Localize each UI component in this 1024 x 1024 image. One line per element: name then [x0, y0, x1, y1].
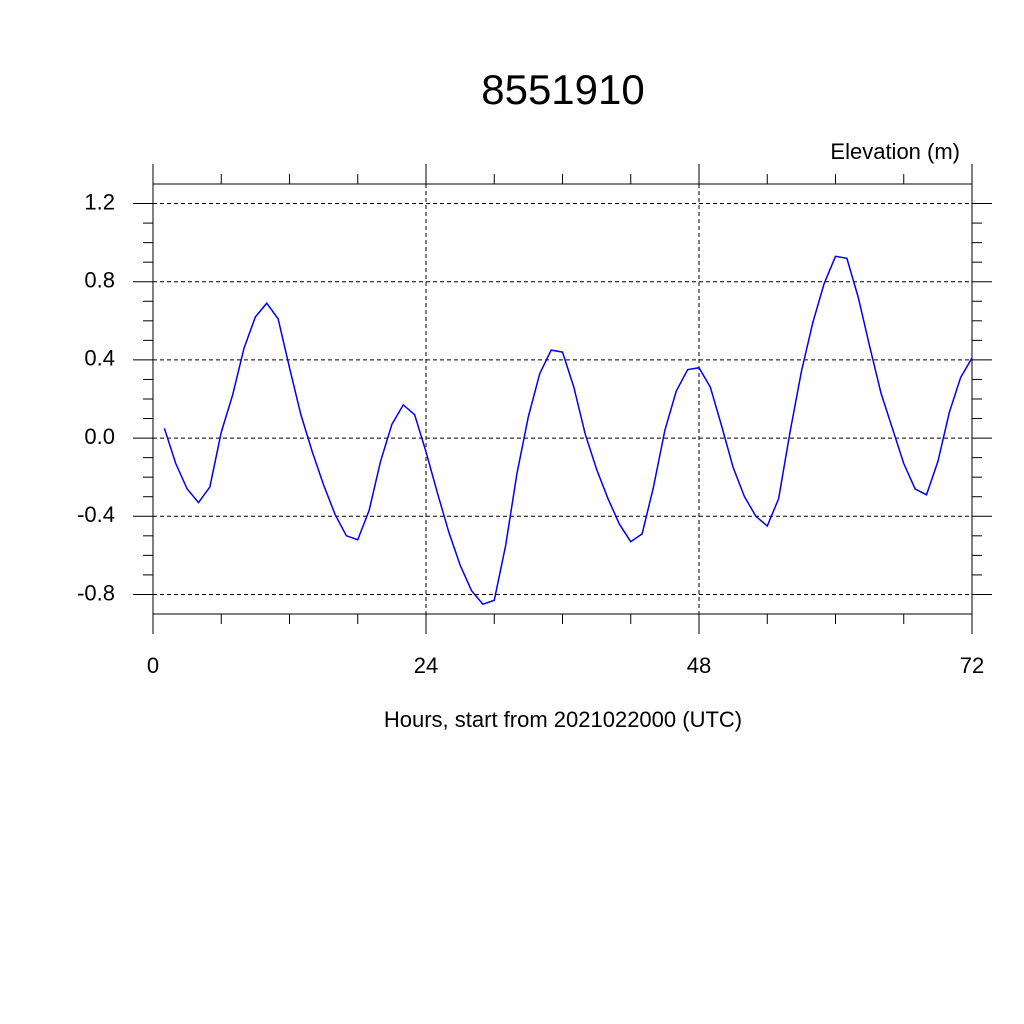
y-axis-label: Elevation (m)	[830, 139, 960, 164]
x-tick-label: 72	[960, 653, 984, 678]
y-tick-label: -0.8	[77, 580, 115, 605]
y-tick-label: 0.8	[84, 268, 115, 293]
y-tick-label: 0.4	[84, 346, 115, 371]
data-line	[163, 255, 973, 606]
x-tick-label: 48	[687, 653, 711, 678]
y-tick-label: 1.2	[84, 189, 115, 214]
chart-title: 8551910	[481, 66, 645, 113]
y-tick-label: 0.0	[84, 424, 115, 449]
y-tick-label: -0.4	[77, 502, 115, 527]
x-axis-label: Hours, start from 2021022000 (UTC)	[384, 707, 742, 732]
plot-frame	[152, 183, 973, 615]
x-tick-label: 24	[414, 653, 438, 678]
x-tick-label: 0	[147, 653, 159, 678]
